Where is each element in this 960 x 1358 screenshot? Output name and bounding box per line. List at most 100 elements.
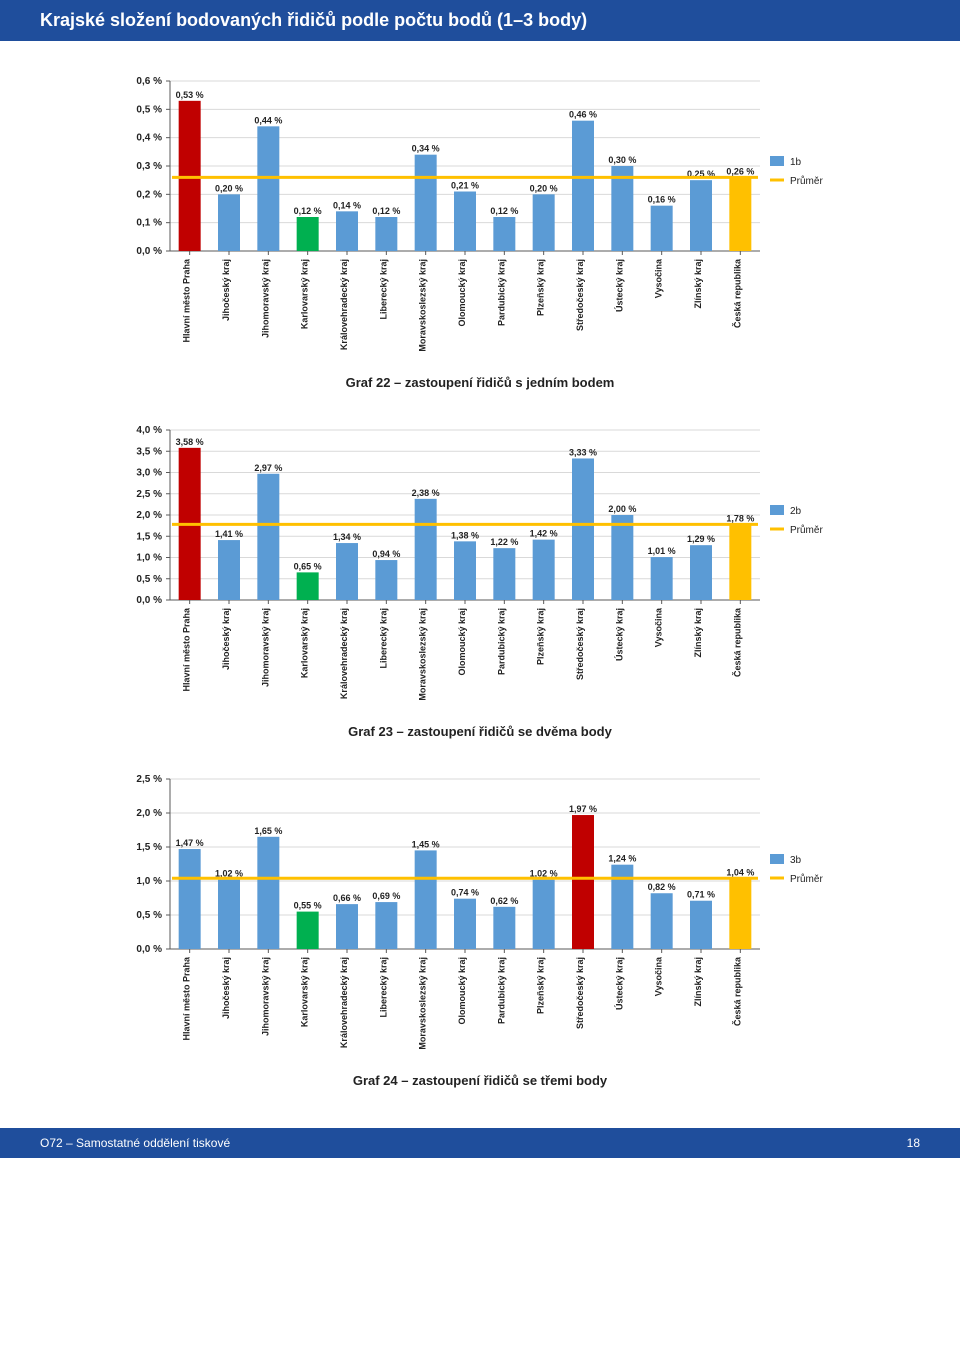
- svg-text:Liberecký kraj: Liberecký kraj: [378, 259, 388, 320]
- svg-text:Středočeský kraj: Středočeský kraj: [575, 259, 585, 331]
- svg-text:0,74 %: 0,74 %: [451, 888, 479, 898]
- svg-text:Jihomoravský kraj: Jihomoravský kraj: [260, 957, 270, 1036]
- svg-text:0,14 %: 0,14 %: [333, 200, 361, 210]
- svg-text:0,12 %: 0,12 %: [372, 206, 400, 216]
- svg-text:Vysočina: Vysočina: [654, 956, 664, 996]
- svg-text:Ústecký kraj: Ústecký kraj: [613, 608, 624, 661]
- svg-text:1,45 %: 1,45 %: [412, 839, 440, 849]
- svg-text:0,4 %: 0,4 %: [136, 133, 162, 144]
- svg-text:Zlínský kraj: Zlínský kraj: [693, 957, 703, 1007]
- svg-text:0,5 %: 0,5 %: [136, 574, 162, 585]
- svg-text:1,47 %: 1,47 %: [176, 838, 204, 848]
- chart-container-3: 0,0 %0,5 %1,0 %1,5 %2,0 %2,5 %1,47 %Hlav…: [100, 769, 860, 1088]
- svg-text:1b: 1b: [790, 157, 802, 168]
- svg-text:0,82 %: 0,82 %: [648, 882, 676, 892]
- svg-text:Ústecký kraj: Ústecký kraj: [613, 259, 624, 312]
- svg-text:Jihomoravský kraj: Jihomoravský kraj: [260, 608, 270, 687]
- svg-text:Jihomoravský kraj: Jihomoravský kraj: [260, 259, 270, 338]
- svg-text:Jihočeský kraj: Jihočeský kraj: [221, 259, 231, 321]
- svg-text:Hlavní město Praha: Hlavní město Praha: [182, 258, 192, 343]
- chart-caption-1: Graf 22 – zastoupení řidičů s jedním bod…: [100, 375, 860, 390]
- svg-text:0,0 %: 0,0 %: [136, 944, 162, 955]
- svg-text:Průměr: Průměr: [790, 175, 823, 187]
- svg-text:Zlínský kraj: Zlínský kraj: [693, 259, 703, 309]
- svg-text:Královehradecký kraj: Královehradecký kraj: [339, 957, 349, 1048]
- chart-1b: 0,0 %0,1 %0,2 %0,3 %0,4 %0,5 %0,6 %0,53 …: [100, 71, 860, 371]
- svg-text:Liberecký kraj: Liberecký kraj: [378, 608, 388, 669]
- svg-text:0,69 %: 0,69 %: [372, 891, 400, 901]
- chart-container-2: 0,0 %0,5 %1,0 %1,5 %2,0 %2,5 %3,0 %3,5 %…: [100, 420, 860, 739]
- svg-text:Plzeňský kraj: Plzeňský kraj: [536, 259, 546, 316]
- svg-text:0,30 %: 0,30 %: [608, 155, 636, 165]
- svg-text:2,00 %: 2,00 %: [608, 504, 636, 514]
- svg-text:Jihočeský kraj: Jihočeský kraj: [221, 608, 231, 670]
- svg-text:3,5 %: 3,5 %: [136, 446, 162, 457]
- svg-text:3,0 %: 3,0 %: [136, 468, 162, 479]
- chart-container-1: 0,0 %0,1 %0,2 %0,3 %0,4 %0,5 %0,6 %0,53 …: [100, 71, 860, 390]
- svg-text:Liberecký kraj: Liberecký kraj: [378, 957, 388, 1018]
- svg-text:Středočeský kraj: Středočeský kraj: [575, 608, 585, 680]
- page-footer: O72 – Samostatné oddělení tiskové 18: [0, 1128, 960, 1158]
- svg-text:Česká republika: Česká republika: [731, 956, 742, 1026]
- svg-text:0,34 %: 0,34 %: [412, 144, 440, 154]
- svg-text:2,5 %: 2,5 %: [136, 489, 162, 500]
- svg-text:0,20 %: 0,20 %: [530, 183, 558, 193]
- svg-text:0,66 %: 0,66 %: [333, 893, 361, 903]
- svg-text:1,41 %: 1,41 %: [215, 529, 243, 539]
- svg-text:Jihočeský kraj: Jihočeský kraj: [221, 957, 231, 1019]
- svg-text:0,0 %: 0,0 %: [136, 246, 162, 257]
- svg-text:2,5 %: 2,5 %: [136, 774, 162, 785]
- svg-text:0,55 %: 0,55 %: [294, 901, 322, 911]
- svg-text:0,5 %: 0,5 %: [136, 104, 162, 115]
- svg-text:Česká republika: Česká republika: [731, 258, 742, 328]
- svg-text:Pardubický kraj: Pardubický kraj: [496, 957, 506, 1024]
- svg-text:Olomoucký kraj: Olomoucký kraj: [457, 259, 467, 327]
- svg-text:0,44 %: 0,44 %: [254, 115, 282, 125]
- svg-text:Olomoucký kraj: Olomoucký kraj: [457, 957, 467, 1025]
- svg-text:0,6 %: 0,6 %: [136, 76, 162, 87]
- svg-text:4,0 %: 4,0 %: [136, 425, 162, 436]
- svg-text:3b: 3b: [790, 855, 802, 866]
- chart-caption-3: Graf 24 – zastoupení řidičů se třemi bod…: [100, 1073, 860, 1088]
- footer-left: O72 – Samostatné oddělení tiskové: [40, 1136, 230, 1150]
- svg-text:Středočeský kraj: Středočeský kraj: [575, 957, 585, 1029]
- svg-text:1,01 %: 1,01 %: [648, 546, 676, 556]
- svg-text:2,97 %: 2,97 %: [254, 463, 282, 473]
- svg-text:1,65 %: 1,65 %: [254, 826, 282, 836]
- svg-text:0,0 %: 0,0 %: [136, 595, 162, 606]
- svg-text:0,21 %: 0,21 %: [451, 181, 479, 191]
- svg-text:Pardubický kraj: Pardubický kraj: [496, 608, 506, 675]
- svg-text:1,34 %: 1,34 %: [333, 532, 361, 542]
- svg-text:Česká republika: Česká republika: [731, 607, 742, 677]
- svg-text:0,20 %: 0,20 %: [215, 183, 243, 193]
- svg-text:0,1 %: 0,1 %: [136, 218, 162, 229]
- svg-text:Karlovarský kraj: Karlovarský kraj: [300, 259, 310, 329]
- svg-text:2,38 %: 2,38 %: [412, 488, 440, 498]
- svg-text:Ústecký kraj: Ústecký kraj: [613, 957, 624, 1010]
- svg-text:0,53 %: 0,53 %: [176, 90, 204, 100]
- chart-caption-2: Graf 23 – zastoupení řidičů se dvěma bod…: [100, 724, 860, 739]
- svg-text:Zlínský kraj: Zlínský kraj: [693, 608, 703, 658]
- svg-text:0,71 %: 0,71 %: [687, 890, 715, 900]
- svg-text:Moravskoslezský kraj: Moravskoslezský kraj: [418, 259, 428, 352]
- svg-text:2,0 %: 2,0 %: [136, 510, 162, 521]
- svg-text:Karlovarský kraj: Karlovarský kraj: [300, 608, 310, 678]
- svg-text:1,29 %: 1,29 %: [687, 534, 715, 544]
- svg-text:1,5 %: 1,5 %: [136, 531, 162, 542]
- svg-text:Karlovarský kraj: Karlovarský kraj: [300, 957, 310, 1027]
- svg-text:2b: 2b: [790, 506, 802, 517]
- svg-text:Olomoucký kraj: Olomoucký kraj: [457, 608, 467, 676]
- svg-text:0,5 %: 0,5 %: [136, 910, 162, 921]
- svg-text:1,42 %: 1,42 %: [530, 529, 558, 539]
- svg-text:Plzeňský kraj: Plzeňský kraj: [536, 608, 546, 665]
- svg-text:3,33 %: 3,33 %: [569, 447, 597, 457]
- svg-text:0,12 %: 0,12 %: [294, 206, 322, 216]
- svg-text:Hlavní město Praha: Hlavní město Praha: [182, 956, 192, 1041]
- chart-2b: 0,0 %0,5 %1,0 %1,5 %2,0 %2,5 %3,0 %3,5 %…: [100, 420, 860, 720]
- svg-text:1,22 %: 1,22 %: [490, 537, 518, 547]
- svg-text:1,5 %: 1,5 %: [136, 842, 162, 853]
- chart-3b: 0,0 %0,5 %1,0 %1,5 %2,0 %2,5 %1,47 %Hlav…: [100, 769, 860, 1069]
- svg-text:0,12 %: 0,12 %: [490, 206, 518, 216]
- svg-text:0,26 %: 0,26 %: [726, 166, 754, 176]
- svg-text:1,78 %: 1,78 %: [726, 513, 754, 523]
